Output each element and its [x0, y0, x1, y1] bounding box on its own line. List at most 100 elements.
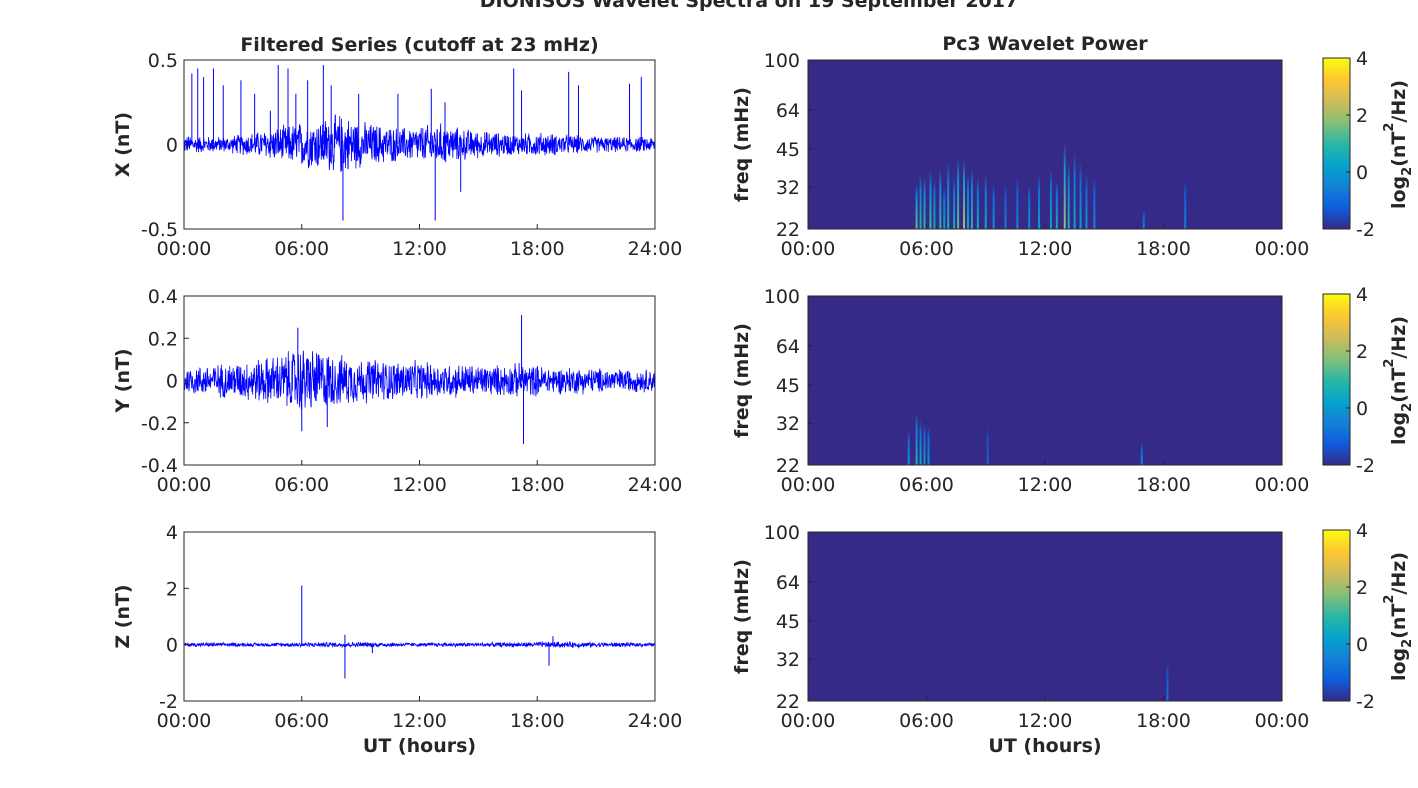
- y-tick-label: 45: [776, 139, 800, 161]
- x-tick-label: 24:00: [628, 474, 683, 496]
- y-tick-label: 32: [776, 177, 800, 199]
- y-tick-label: 22: [776, 691, 800, 713]
- y-axis-label: freq (mHz): [731, 559, 753, 674]
- x-tick-label: 00:00: [1255, 474, 1310, 496]
- colorbar-label: log2(nT2/Hz): [1382, 80, 1415, 209]
- x-tick-label: 00:00: [1255, 238, 1310, 260]
- colorbar-scale: [1322, 529, 1351, 702]
- power-streak: [1142, 210, 1145, 229]
- power-streak: [984, 174, 987, 229]
- colorbar-tick-label: 4: [1356, 520, 1368, 542]
- power-streak: [1067, 162, 1070, 229]
- power-streak: [1016, 177, 1019, 229]
- colorbar-tick-label: 0: [1356, 398, 1368, 420]
- x-tick-label: 18:00: [510, 710, 565, 732]
- x-tick-label: 06:00: [899, 474, 954, 496]
- y-tick-label: 100: [764, 286, 800, 308]
- power-streak: [919, 174, 922, 229]
- x-tick-label: 06:00: [899, 238, 954, 260]
- power-streak: [970, 167, 973, 229]
- colorbar-tick-label: 4: [1356, 284, 1368, 306]
- power-streak: [939, 167, 942, 229]
- x-tick-label: 00:00: [157, 474, 212, 496]
- y-axis-label: Y (nT): [112, 348, 134, 413]
- line-panel-x-filtered: -0.5 0 0.5 00:00 06:00 12:00 18:00 24:00 Filtere…: [112, 34, 682, 260]
- y-tick-label: 0.2: [148, 328, 178, 350]
- power-streak: [953, 177, 956, 229]
- x-axis-label: UT (hours): [363, 735, 476, 757]
- power-streak: [1184, 180, 1187, 229]
- x-tick-label: 12:00: [1018, 238, 1073, 260]
- power-streak: [923, 423, 926, 465]
- y-tick-label: 64: [776, 100, 800, 122]
- x-tick-label: 18:00: [510, 474, 565, 496]
- y-axis-label: freq (mHz): [731, 87, 753, 202]
- axes-title: Pc3 Wavelet Power: [942, 33, 1148, 55]
- power-streak: [976, 177, 979, 229]
- colorbar: -2 0 2 4 log2(nT2/Hz): [1322, 284, 1415, 477]
- y-tick-label: 45: [776, 611, 800, 633]
- series-line: [184, 114, 655, 172]
- colorbar-tick-label: 4: [1356, 48, 1368, 70]
- y-tick-label: 45: [776, 375, 800, 397]
- power-streak: [1049, 167, 1052, 229]
- power-streak: [915, 413, 918, 465]
- line-panel-y-filtered: -0.4 -0.2 0 0.2 0.4 00:00 06:00 12:00 18:00 24:00…: [112, 286, 682, 496]
- power-streak: [957, 156, 960, 229]
- power-streak: [1063, 141, 1066, 229]
- y-tick-label: -0.2: [141, 413, 178, 435]
- power-streak: [907, 430, 910, 465]
- axes-title: Filtered Series (cutoff at 23 mHz): [240, 34, 598, 56]
- colorbar: -2 0 2 4 log2(nT2/Hz): [1322, 520, 1415, 713]
- power-streak: [929, 170, 932, 229]
- x-tick-label: 18:00: [1136, 710, 1191, 732]
- power-streak: [1140, 442, 1143, 465]
- colorbar-scale: [1322, 57, 1351, 230]
- x-tick-label: 12:00: [1018, 710, 1073, 732]
- x-tick-label: 00:00: [781, 238, 836, 260]
- x-tick-label: 06:00: [274, 474, 329, 496]
- y-tick-label: 0: [166, 371, 178, 393]
- x-tick-label: 00:00: [781, 710, 836, 732]
- x-axis-label: UT (hours): [988, 735, 1101, 757]
- y-axis-label: Z (nT): [112, 584, 134, 648]
- y-axis-label: X (nT): [112, 112, 134, 177]
- heatmap-background: [808, 296, 1282, 465]
- colorbar-tick-label: 2: [1356, 105, 1368, 127]
- power-streak: [943, 187, 946, 229]
- heatmap-background: [808, 532, 1282, 701]
- heatmap-panel-y-wavelet: 22 32 45 64 100 00:00 06:00 12:00 18:00 00:00 freq…: [731, 286, 1309, 496]
- y-tick-label: -0.5: [141, 219, 178, 241]
- colorbar-tick-label: 2: [1356, 577, 1368, 599]
- y-tick-label: 0: [166, 135, 178, 157]
- power-streak: [963, 159, 966, 229]
- y-tick-label: 64: [776, 572, 800, 594]
- power-streak: [1166, 662, 1169, 701]
- power-streak: [933, 180, 936, 229]
- heatmap-panel-x-wavelet: 22 32 45 64 100 00:00 06:00 12:00 18:00 00:00 Pc3 …: [731, 33, 1309, 260]
- colorbar-tick-label: -2: [1356, 219, 1375, 241]
- power-streak: [986, 426, 989, 465]
- power-streak: [1055, 180, 1058, 229]
- x-tick-label: 00:00: [157, 238, 212, 260]
- x-tick-label: 00:00: [781, 474, 836, 496]
- power-streak: [1004, 183, 1007, 229]
- series-line: [184, 640, 655, 649]
- colorbar-tick-label: 0: [1356, 162, 1368, 184]
- power-streak: [927, 426, 930, 465]
- power-streak: [1079, 162, 1082, 229]
- y-tick-label: -0.4: [141, 455, 178, 477]
- x-tick-label: 00:00: [157, 710, 212, 732]
- y-tick-label: 4: [166, 522, 178, 544]
- colorbar-scale: [1322, 293, 1351, 466]
- power-streak: [992, 183, 995, 229]
- x-tick-label: 12:00: [392, 238, 447, 260]
- colorbar-tick-label: 2: [1356, 341, 1368, 363]
- power-streak: [1028, 183, 1031, 229]
- y-tick-label: 100: [764, 50, 800, 72]
- colorbar: -2 0 2 4 log2(nT2/Hz): [1322, 48, 1415, 241]
- y-tick-label: 32: [776, 649, 800, 671]
- power-streak: [919, 419, 922, 465]
- y-tick-label: 100: [764, 522, 800, 544]
